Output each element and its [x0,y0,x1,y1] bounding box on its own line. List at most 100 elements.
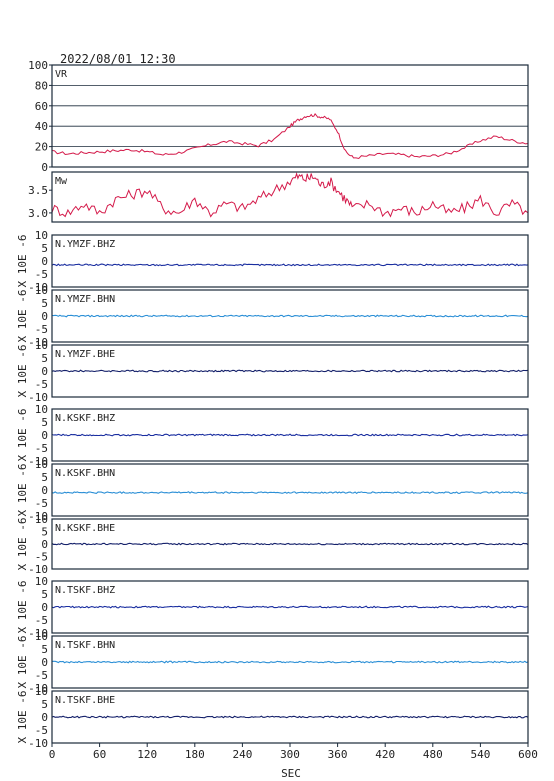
y-axis-unit-label: X 10E -6 [16,464,29,517]
y-tick-label: -10 [28,281,48,294]
y-tick-label: 0 [41,711,48,724]
y-tick-label: 0 [41,656,48,669]
y-tick-label: -10 [28,627,48,640]
y-tick-label: 5 [41,698,48,711]
y-tick-label: -10 [28,455,48,468]
panel-frame [51,518,529,570]
y-tick-label: 10 [35,284,48,297]
waveform-trace [51,433,529,437]
y-tick-label: 0 [41,538,48,551]
y-tick-label: 5 [41,416,48,429]
y-axis-unit-label: X 10E -6 [16,345,29,398]
series-line [51,171,529,218]
x-axis-label: SEC [281,767,301,780]
timestamp-title: 2022/08/01 12:30 [60,52,176,66]
x-tick-label: 240 [232,748,252,761]
y-tick-label: -5 [35,323,48,336]
x-tick-label: 300 [280,748,300,761]
y-tick-label: 40 [35,120,48,133]
y-axis-unit-label: X 10E -6 [16,518,29,571]
panel-title: N.YMZF.BHN [55,294,115,305]
y-axis-unit-label: X 10E -6 [16,581,29,634]
panel-frame [51,344,529,398]
y-tick-label: 10 [35,229,48,242]
x-tick-label: 600 [518,748,538,761]
x-tick-label: 0 [49,748,56,761]
y-tick-label: 0 [41,255,48,268]
y-tick-label: 0 [41,161,48,174]
waveform-trace [51,263,529,267]
y-tick-label: 10 [35,513,48,526]
y-tick-label: 5 [41,526,48,539]
waveform-trace [51,369,529,373]
y-tick-label: 60 [35,100,48,113]
y-axis-unit-label: X 10E -6 [16,290,29,343]
y-tick-label: 20 [35,141,48,154]
y-tick-label: 10 [35,575,48,588]
panel-title: Mw [55,176,68,187]
waveform-trace [51,491,529,495]
y-tick-label: -5 [35,669,48,682]
y-tick-label: 10 [35,403,48,416]
y-axis-unit-label: X 10E -6 [16,691,29,744]
y-tick-label: -5 [35,724,48,737]
y-tick-label: 5 [41,588,48,601]
panel-frame [51,64,529,168]
y-tick-label: 5 [41,643,48,656]
y-axis-unit-label: X 10E -6 [16,636,29,689]
y-tick-label: -5 [35,268,48,281]
y-tick-label: -5 [35,614,48,627]
y-tick-label: 0 [41,484,48,497]
y-tick-label: 0 [41,601,48,614]
panel-title: N.TSKF.BHE [55,695,115,706]
x-tick-label: 60 [93,748,106,761]
panel-mw: 3.5 3.0 Mw [28,171,529,223]
panel-title: N.TSKF.BHN [55,640,115,651]
panel-title: N.KSKF.BHE [55,523,115,534]
y-axis-unit-label: X 10E -6 [16,409,29,462]
y-tick-label: 10 [35,339,48,352]
y-tick-label: 100 [28,59,48,72]
y-tick-label: -10 [28,563,48,576]
panel-frame [51,234,529,288]
x-tick-label: 540 [470,748,490,761]
y-tick-label: 0 [41,429,48,442]
waveform-trace [51,660,529,664]
panel-vr: 100 80 60 40 20 0 VR [28,59,529,174]
x-tick-label: 120 [137,748,157,761]
y-tick-label: 3.5 [28,184,48,197]
y-tick-label: 5 [41,471,48,484]
panel-frame [51,580,529,634]
panel-title: VR [55,69,68,80]
panel-frame [51,289,529,343]
panel-title: N.KSKF.BHN [55,468,115,479]
panel-title: N.YMZF.BHE [55,349,115,360]
y-axis-unit-label: X 10E -6 [16,235,29,288]
y-tick-label: 0 [41,310,48,323]
y-tick-label: 80 [35,79,48,92]
panel-n-kskf-bhn: 10 50-5 -10X 10E -6 N.KSKF.BHN [16,458,529,523]
y-tick-label: -5 [35,497,48,510]
waveform-trace [51,605,529,609]
y-tick-label: 5 [41,242,48,255]
panel-title: N.YMZF.BHZ [55,239,115,250]
y-tick-label: -5 [35,442,48,455]
waveform-trace [51,542,529,546]
y-tick-label: -10 [28,336,48,349]
panel-title: N.KSKF.BHZ [55,413,115,424]
x-tick-label: 180 [185,748,205,761]
x-tick-label: 480 [423,748,443,761]
panel-frame [51,408,529,462]
x-tick-label: 360 [328,748,348,761]
y-tick-label: -10 [28,682,48,695]
